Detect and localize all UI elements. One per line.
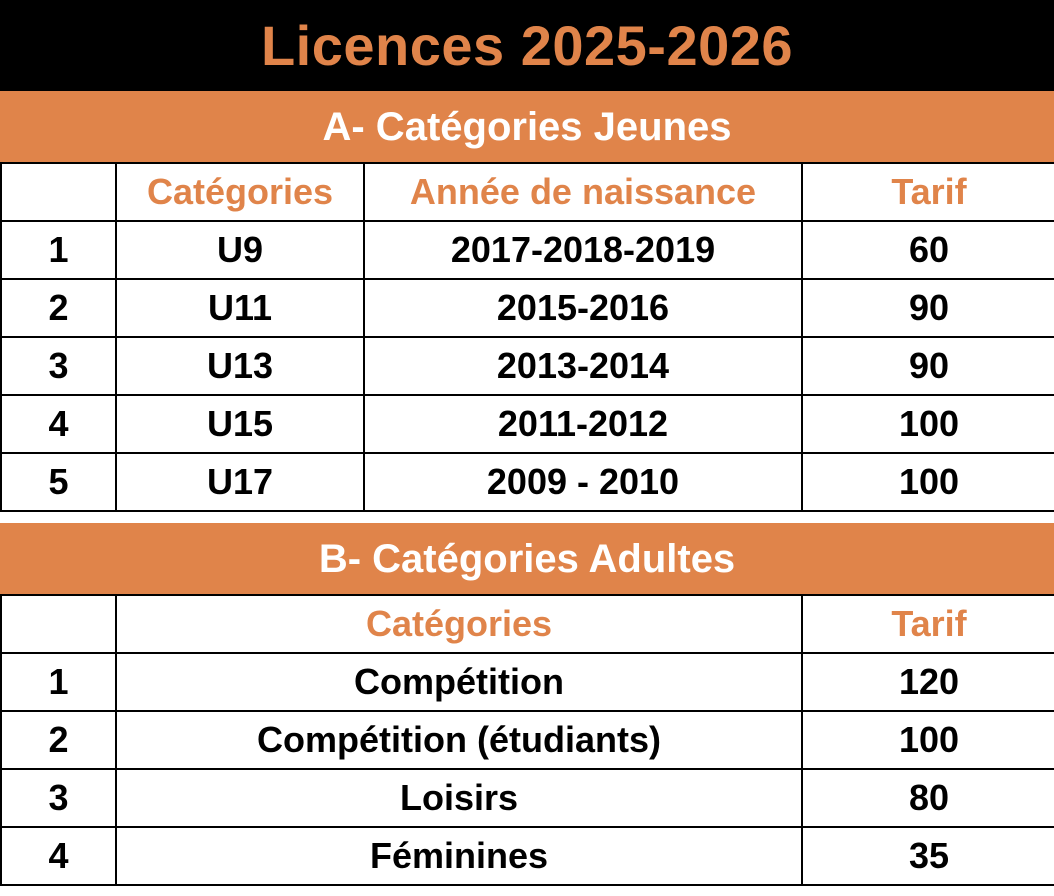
- table-row: 1 U9 2017-2018-2019 60: [0, 220, 1054, 280]
- column-header-category: Catégories: [115, 594, 803, 654]
- price-cell: 120: [801, 652, 1054, 712]
- category-cell: Loisirs: [115, 768, 803, 828]
- row-number: 4: [0, 394, 117, 454]
- table-header-row: Catégories Année de naissance Tarif: [0, 162, 1054, 222]
- section-b-title: B- Catégories Adultes: [318, 536, 736, 581]
- table-row: 3 Loisirs 80: [0, 768, 1054, 828]
- column-header-number: [0, 162, 117, 222]
- price-cell: 90: [801, 336, 1054, 396]
- row-number: 2: [0, 710, 117, 770]
- section-a-header: A- Catégories Jeunes: [0, 91, 1054, 162]
- column-header-birth-year: Année de naissance: [363, 162, 803, 222]
- column-header-price: Tarif: [801, 162, 1054, 222]
- row-number: 2: [0, 278, 117, 338]
- birth-year-cell: 2015-2016: [363, 278, 803, 338]
- birth-year-cell: 2009 - 2010: [363, 452, 803, 512]
- table-row: 4 U15 2011-2012 100: [0, 394, 1054, 454]
- row-number: 1: [0, 220, 117, 280]
- section-b-header: B- Catégories Adultes: [0, 523, 1054, 594]
- table-row: 5 U17 2009 - 2010 100: [0, 452, 1054, 512]
- column-header-price: Tarif: [801, 594, 1054, 654]
- page-title: Licences 2025-2026: [260, 13, 794, 77]
- table-row: 1 Compétition 120: [0, 652, 1054, 712]
- youth-categories-table: Catégories Année de naissance Tarif 1 U9…: [0, 162, 1054, 512]
- category-cell: Compétition: [115, 652, 803, 712]
- table-row: 2 U11 2015-2016 90: [0, 278, 1054, 338]
- category-cell: Compétition (étudiants): [115, 710, 803, 770]
- birth-year-cell: 2013-2014: [363, 336, 803, 396]
- row-number: 1: [0, 652, 117, 712]
- table-row: 4 Féminines 35: [0, 826, 1054, 886]
- table-row: 2 Compétition (étudiants) 100: [0, 710, 1054, 770]
- category-cell: U13: [115, 336, 365, 396]
- price-cell: 100: [801, 452, 1054, 512]
- row-number: 5: [0, 452, 117, 512]
- category-cell: U15: [115, 394, 365, 454]
- row-number: 4: [0, 826, 117, 886]
- price-cell: 35: [801, 826, 1054, 886]
- section-a-title: A- Catégories Jeunes: [322, 104, 732, 149]
- category-cell: U11: [115, 278, 365, 338]
- column-header-number: [0, 594, 117, 654]
- row-number: 3: [0, 768, 117, 828]
- table-header-row: Catégories Tarif: [0, 594, 1054, 654]
- price-cell: 60: [801, 220, 1054, 280]
- birth-year-cell: 2017-2018-2019: [363, 220, 803, 280]
- category-cell: U17: [115, 452, 365, 512]
- price-cell: 80: [801, 768, 1054, 828]
- row-number: 3: [0, 336, 117, 396]
- title-bar: Licences 2025-2026: [0, 0, 1054, 91]
- price-cell: 100: [801, 710, 1054, 770]
- price-cell: 90: [801, 278, 1054, 338]
- table-row: 3 U13 2013-2014 90: [0, 336, 1054, 396]
- column-header-category: Catégories: [115, 162, 365, 222]
- adult-categories-table: Catégories Tarif 1 Compétition 120 2 Com…: [0, 594, 1054, 886]
- price-cell: 100: [801, 394, 1054, 454]
- birth-year-cell: 2011-2012: [363, 394, 803, 454]
- category-cell: Féminines: [115, 826, 803, 886]
- category-cell: U9: [115, 220, 365, 280]
